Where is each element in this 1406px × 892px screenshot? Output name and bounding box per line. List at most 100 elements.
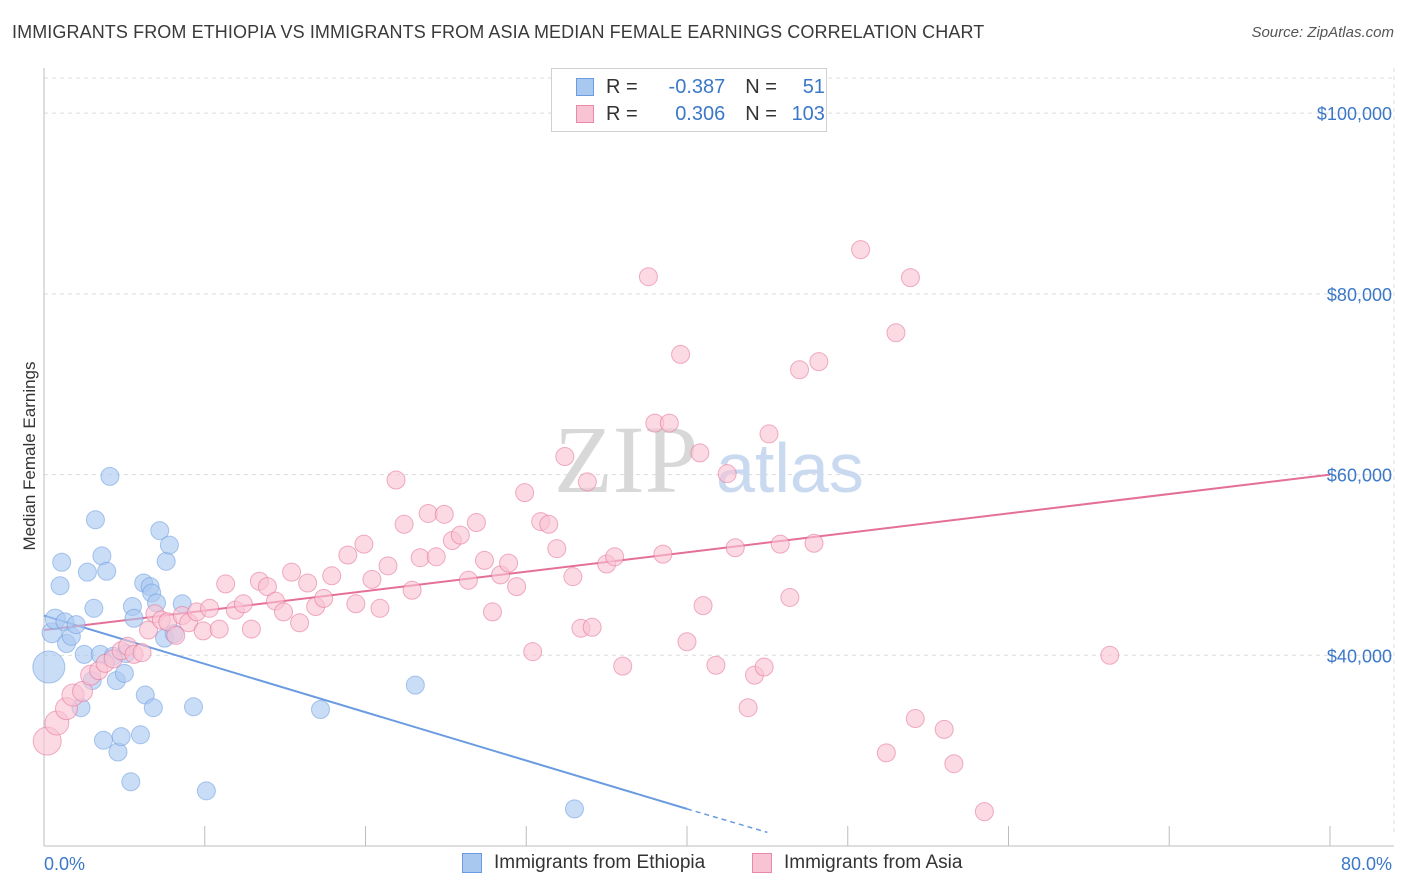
asia-point <box>450 525 470 545</box>
asia-point <box>482 602 502 622</box>
legend-label-asia: Immigrants from Asia <box>784 852 963 873</box>
asia-point <box>944 754 964 774</box>
asia-point <box>555 447 575 467</box>
ethiopia-trend-line <box>43 614 688 810</box>
legend-item-ethiopia[interactable]: Immigrants from Ethiopia <box>462 852 705 874</box>
x-tick-label: 0.0% <box>44 854 85 874</box>
ethiopia-point <box>108 742 128 762</box>
ethiopia-point <box>74 644 94 664</box>
y-tick-label: $40,000 <box>1327 646 1392 666</box>
asia-point <box>804 533 824 553</box>
ethiopia-point <box>84 598 104 618</box>
ethiopia-point <box>124 608 144 628</box>
y-tick-label: $60,000 <box>1327 466 1392 486</box>
series-legend: Immigrants from Ethiopia Immigrants from… <box>0 852 1406 876</box>
ethiopia-point <box>121 772 141 792</box>
asia-point <box>370 598 390 618</box>
asia-point <box>378 556 398 576</box>
ethiopia-point <box>85 510 105 530</box>
asia-point <box>474 550 494 570</box>
legend-n-value-ethiopia: 51 <box>802 75 825 98</box>
data-points <box>32 240 1120 822</box>
asia-point <box>193 621 213 641</box>
asia-point <box>138 620 158 640</box>
asia-point <box>706 655 726 675</box>
asia-point <box>209 619 229 639</box>
asia-point <box>886 323 906 343</box>
source-label: Source: ZipAtlas.com <box>1251 24 1394 41</box>
asia-point <box>754 657 774 677</box>
asia-point <box>539 514 559 534</box>
asia-point <box>515 483 535 503</box>
asia-point <box>605 547 625 567</box>
asia-point <box>876 743 896 763</box>
asia-point <box>1100 645 1120 665</box>
asia-point <box>233 594 253 614</box>
asia-point <box>410 548 430 568</box>
asia-point <box>282 562 302 582</box>
legend-row-ethiopia: R = -0.387 N = 51 <box>576 75 825 99</box>
legend-swatch-asia <box>576 105 594 123</box>
asia-point <box>290 613 310 633</box>
ethiopia-point <box>130 725 150 745</box>
asia-point <box>338 545 358 565</box>
legend-swatch-asia <box>752 853 772 873</box>
asia-point <box>809 352 829 372</box>
asia-point <box>851 240 871 260</box>
legend-swatch-ethiopia <box>462 853 482 873</box>
tick-labels: $40,000 $60,000 $80,000 $100,000 0.0% 80.0% <box>44 104 1392 874</box>
asia-point <box>132 643 152 663</box>
asia-point <box>362 569 382 589</box>
y-axis-label: Median Female Earnings <box>20 362 39 551</box>
legend-swatch-ethiopia <box>576 78 594 96</box>
asia-point <box>693 596 713 616</box>
asia-point <box>677 632 697 652</box>
axes <box>43 68 1394 847</box>
ethiopia-point <box>156 551 176 571</box>
legend-r-value-asia: 0.306 <box>675 102 726 125</box>
asia-point <box>582 617 602 637</box>
asia-point <box>241 619 261 639</box>
asia-point <box>354 534 374 554</box>
asia-point <box>346 594 366 614</box>
legend-n-label: N = <box>745 102 777 125</box>
legend-row-asia: R = 0.306 N = 103 <box>576 102 825 126</box>
ethiopia-point <box>93 730 113 750</box>
legend-r-value-ethiopia: -0.387 <box>668 75 726 98</box>
ethiopia-point <box>52 552 72 572</box>
legend-item-asia[interactable]: Immigrants from Asia <box>752 852 962 874</box>
asia-point <box>200 598 220 618</box>
y-tick-label: $100,000 <box>1317 104 1392 124</box>
asia-point <box>257 577 277 597</box>
y-tick-label: $80,000 <box>1327 285 1392 305</box>
asia-point <box>314 588 334 608</box>
asia-point <box>738 698 758 718</box>
asia-point <box>523 642 543 662</box>
asia-point <box>717 464 737 484</box>
asia-point <box>790 360 810 380</box>
asia-point <box>577 472 597 492</box>
asia-point <box>499 553 519 573</box>
legend-n-label: N = <box>745 75 777 98</box>
asia-point <box>402 580 422 600</box>
legend-r-label: R = <box>606 75 638 98</box>
asia-point <box>466 512 486 532</box>
asia-point <box>386 470 406 490</box>
asia-point <box>426 547 446 567</box>
ethiopia-point <box>32 650 66 684</box>
trend-lines <box>43 473 1331 834</box>
asia-point <box>274 602 294 622</box>
ethiopia-point <box>564 799 584 819</box>
legend-n-value-asia: 103 <box>791 102 825 125</box>
ethiopia-point <box>143 698 163 718</box>
legend-label-ethiopia: Immigrants from Ethiopia <box>494 852 706 873</box>
asia-trend-line <box>43 473 1331 631</box>
ethiopia-point <box>310 700 330 720</box>
ethiopia-point <box>196 781 216 801</box>
ethiopia-point <box>405 675 425 695</box>
correlation-legend: R = -0.387 N = 51 R = 0.306 N = 103 <box>551 68 827 132</box>
ethiopia-point <box>100 466 120 486</box>
asia-point <box>638 267 658 287</box>
asia-point <box>418 503 438 523</box>
